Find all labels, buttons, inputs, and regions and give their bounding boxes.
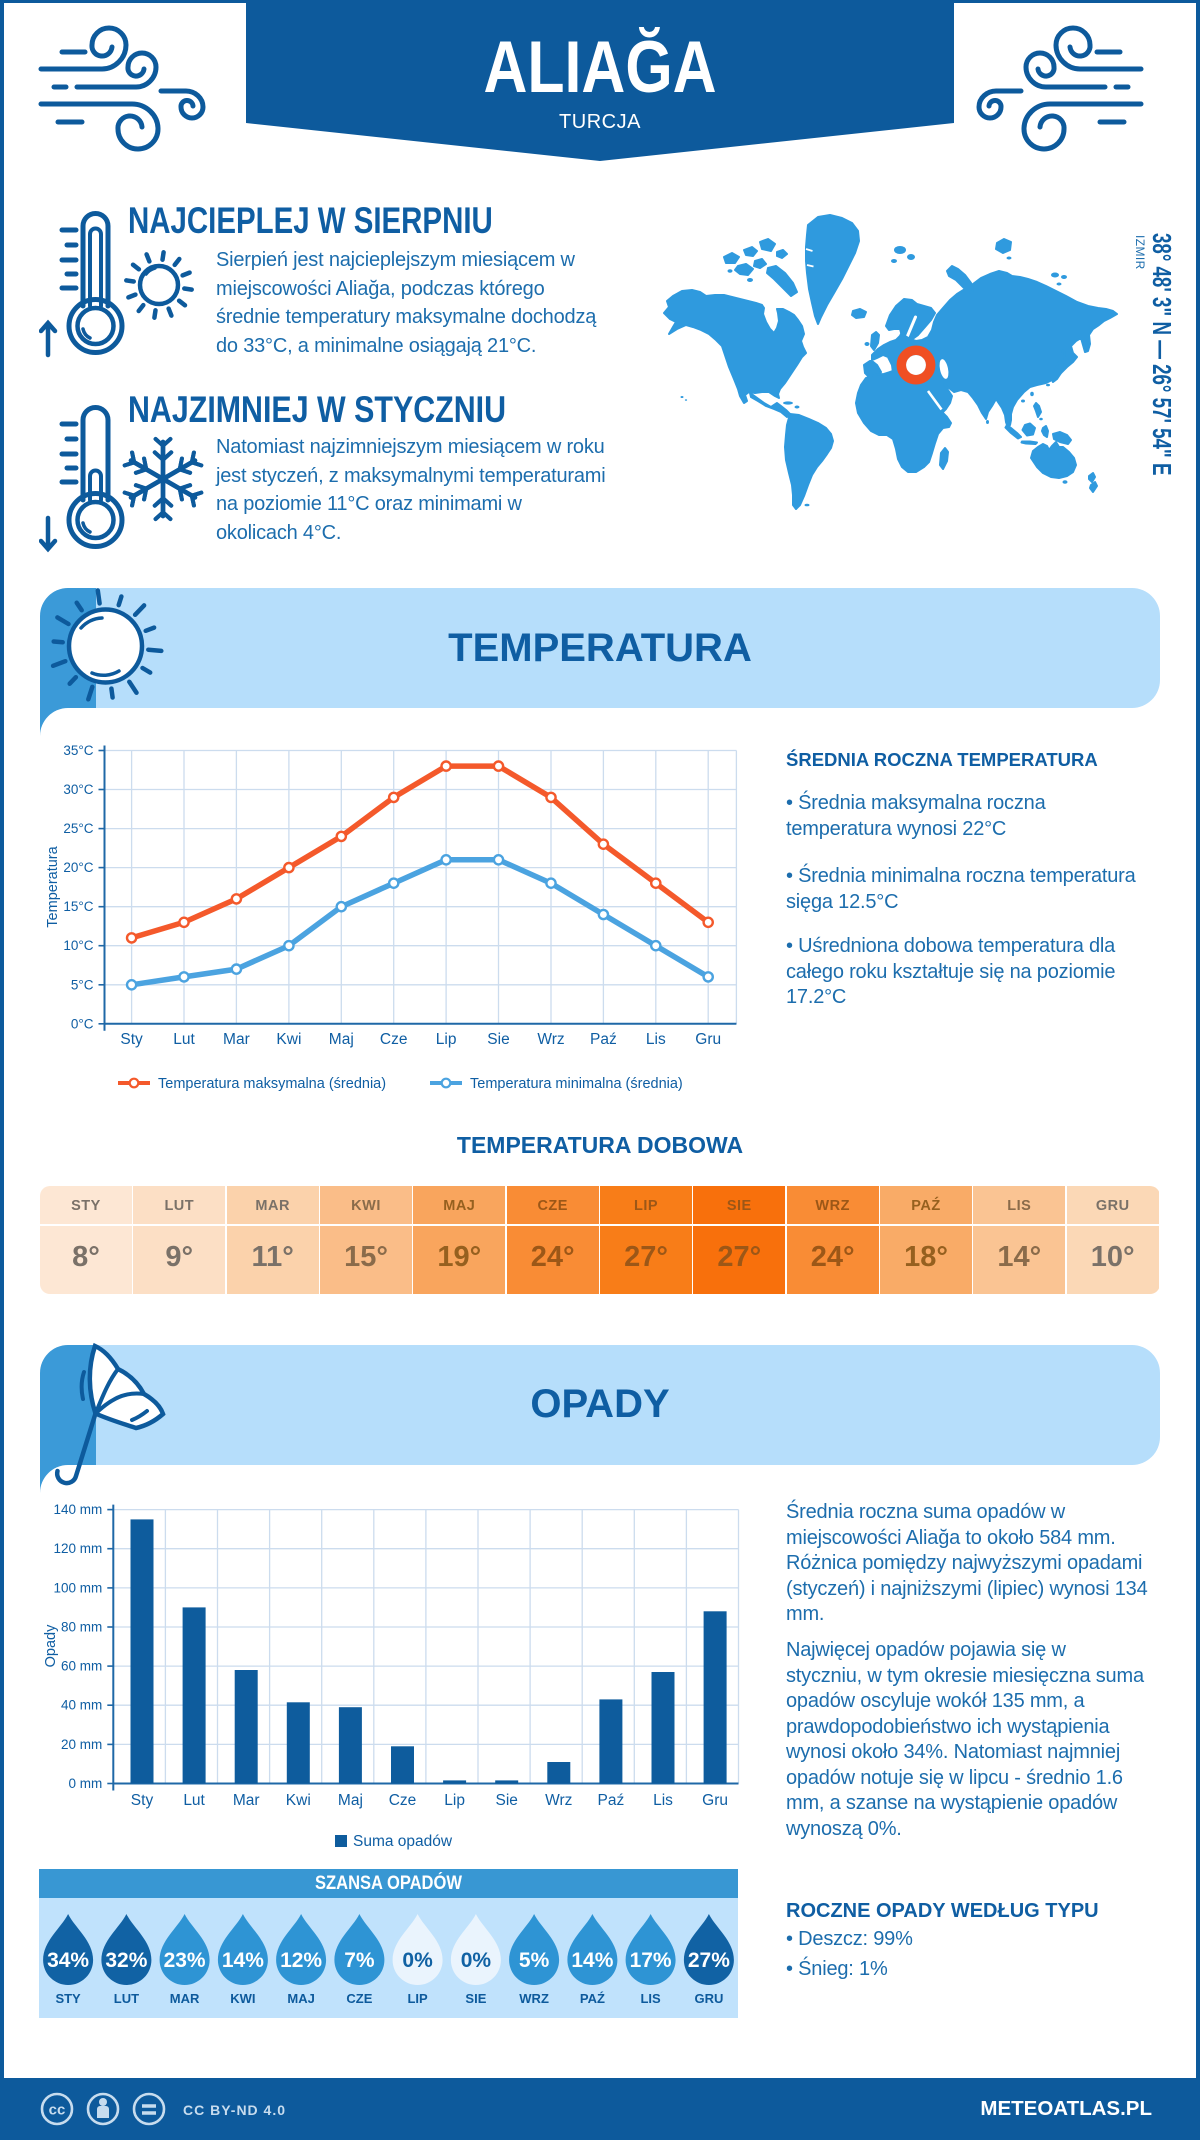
svg-text:Gru: Gru xyxy=(702,1792,728,1809)
svg-text:0%: 0% xyxy=(402,1949,433,1972)
svg-text:0%: 0% xyxy=(461,1949,492,1972)
svg-text:17%: 17% xyxy=(630,1949,672,1972)
svg-text:Lip: Lip xyxy=(436,1031,457,1048)
svg-text:40 mm: 40 mm xyxy=(61,1698,102,1713)
svg-text:Paź: Paź xyxy=(590,1031,617,1048)
svg-text:Cze: Cze xyxy=(389,1792,417,1809)
svg-text:15°C: 15°C xyxy=(63,899,93,914)
svg-text:SIE: SIE xyxy=(465,1991,486,2006)
svg-text:STY: STY xyxy=(55,1991,81,2006)
svg-text:23%: 23% xyxy=(164,1949,206,1972)
svg-text:Paź: Paź xyxy=(598,1792,625,1809)
svg-text:Sie: Sie xyxy=(495,1792,517,1809)
svg-text:14%: 14% xyxy=(222,1949,264,1972)
svg-text:Cze: Cze xyxy=(380,1031,408,1048)
svg-text:Mar: Mar xyxy=(233,1792,260,1809)
svg-text:Temperatura minimalna (średnia: Temperatura minimalna (średnia) xyxy=(470,1076,683,1092)
svg-text:14%: 14% xyxy=(571,1949,613,1972)
svg-text:MAJ: MAJ xyxy=(287,1991,314,2006)
svg-text:0°C: 0°C xyxy=(71,1016,94,1031)
svg-text:34%: 34% xyxy=(47,1949,89,1972)
svg-text:KWI: KWI xyxy=(230,1991,255,2006)
svg-text:100 mm: 100 mm xyxy=(54,1580,103,1595)
svg-text:10°C: 10°C xyxy=(63,938,93,953)
svg-text:Maj: Maj xyxy=(329,1031,354,1048)
svg-text:Lis: Lis xyxy=(653,1792,673,1809)
svg-text:Suma opadów: Suma opadów xyxy=(353,1833,453,1850)
svg-text:GRU: GRU xyxy=(694,1991,723,2006)
svg-text:7%: 7% xyxy=(344,1949,375,1972)
svg-text:LIP: LIP xyxy=(407,1991,428,2006)
svg-text:MAR: MAR xyxy=(170,1991,200,2006)
svg-text:Wrz: Wrz xyxy=(545,1792,572,1809)
svg-text:80 mm: 80 mm xyxy=(61,1620,102,1635)
svg-text:Lut: Lut xyxy=(173,1031,195,1048)
svg-text:LIS: LIS xyxy=(640,1991,661,2006)
svg-text:12%: 12% xyxy=(280,1949,322,1972)
svg-text:35°C: 35°C xyxy=(63,743,93,758)
svg-text:Mar: Mar xyxy=(223,1031,250,1048)
svg-text:Maj: Maj xyxy=(338,1792,363,1809)
svg-text:Sie: Sie xyxy=(487,1031,509,1048)
svg-text:Sty: Sty xyxy=(120,1031,143,1048)
svg-text:cc: cc xyxy=(49,2102,66,2119)
svg-text:30°C: 30°C xyxy=(63,782,93,797)
svg-text:60 mm: 60 mm xyxy=(61,1659,102,1674)
svg-text:27%: 27% xyxy=(688,1949,730,1972)
svg-text:Lut: Lut xyxy=(183,1792,205,1809)
svg-text:Sty: Sty xyxy=(131,1792,154,1809)
svg-text:20 mm: 20 mm xyxy=(61,1737,102,1752)
svg-text:32%: 32% xyxy=(105,1949,147,1972)
svg-text:PAŹ: PAŹ xyxy=(580,1991,605,2006)
svg-text:CC BY-ND 4.0: CC BY-ND 4.0 xyxy=(183,2102,286,2118)
svg-text:20°C: 20°C xyxy=(63,860,93,875)
svg-text:5°C: 5°C xyxy=(71,977,94,992)
svg-text:LUT: LUT xyxy=(114,1991,139,2006)
svg-text:25°C: 25°C xyxy=(63,821,93,836)
svg-text:140 mm: 140 mm xyxy=(54,1502,103,1517)
svg-text:Lis: Lis xyxy=(646,1031,666,1048)
svg-text:Kwi: Kwi xyxy=(286,1792,311,1809)
svg-text:Opady: Opady xyxy=(43,1624,59,1667)
svg-text:120 mm: 120 mm xyxy=(54,1541,103,1556)
svg-text:0 mm: 0 mm xyxy=(69,1776,103,1791)
svg-text:Kwi: Kwi xyxy=(276,1031,301,1048)
svg-text:5%: 5% xyxy=(519,1949,550,1972)
svg-text:Lip: Lip xyxy=(444,1792,465,1809)
svg-text:Gru: Gru xyxy=(695,1031,721,1048)
svg-text:Temperatura: Temperatura xyxy=(45,845,61,927)
svg-text:WRZ: WRZ xyxy=(519,1991,549,2006)
svg-text:Wrz: Wrz xyxy=(537,1031,564,1048)
svg-text:Temperatura maksymalna (średni: Temperatura maksymalna (średnia) xyxy=(158,1076,386,1092)
svg-text:CZE: CZE xyxy=(346,1991,372,2006)
